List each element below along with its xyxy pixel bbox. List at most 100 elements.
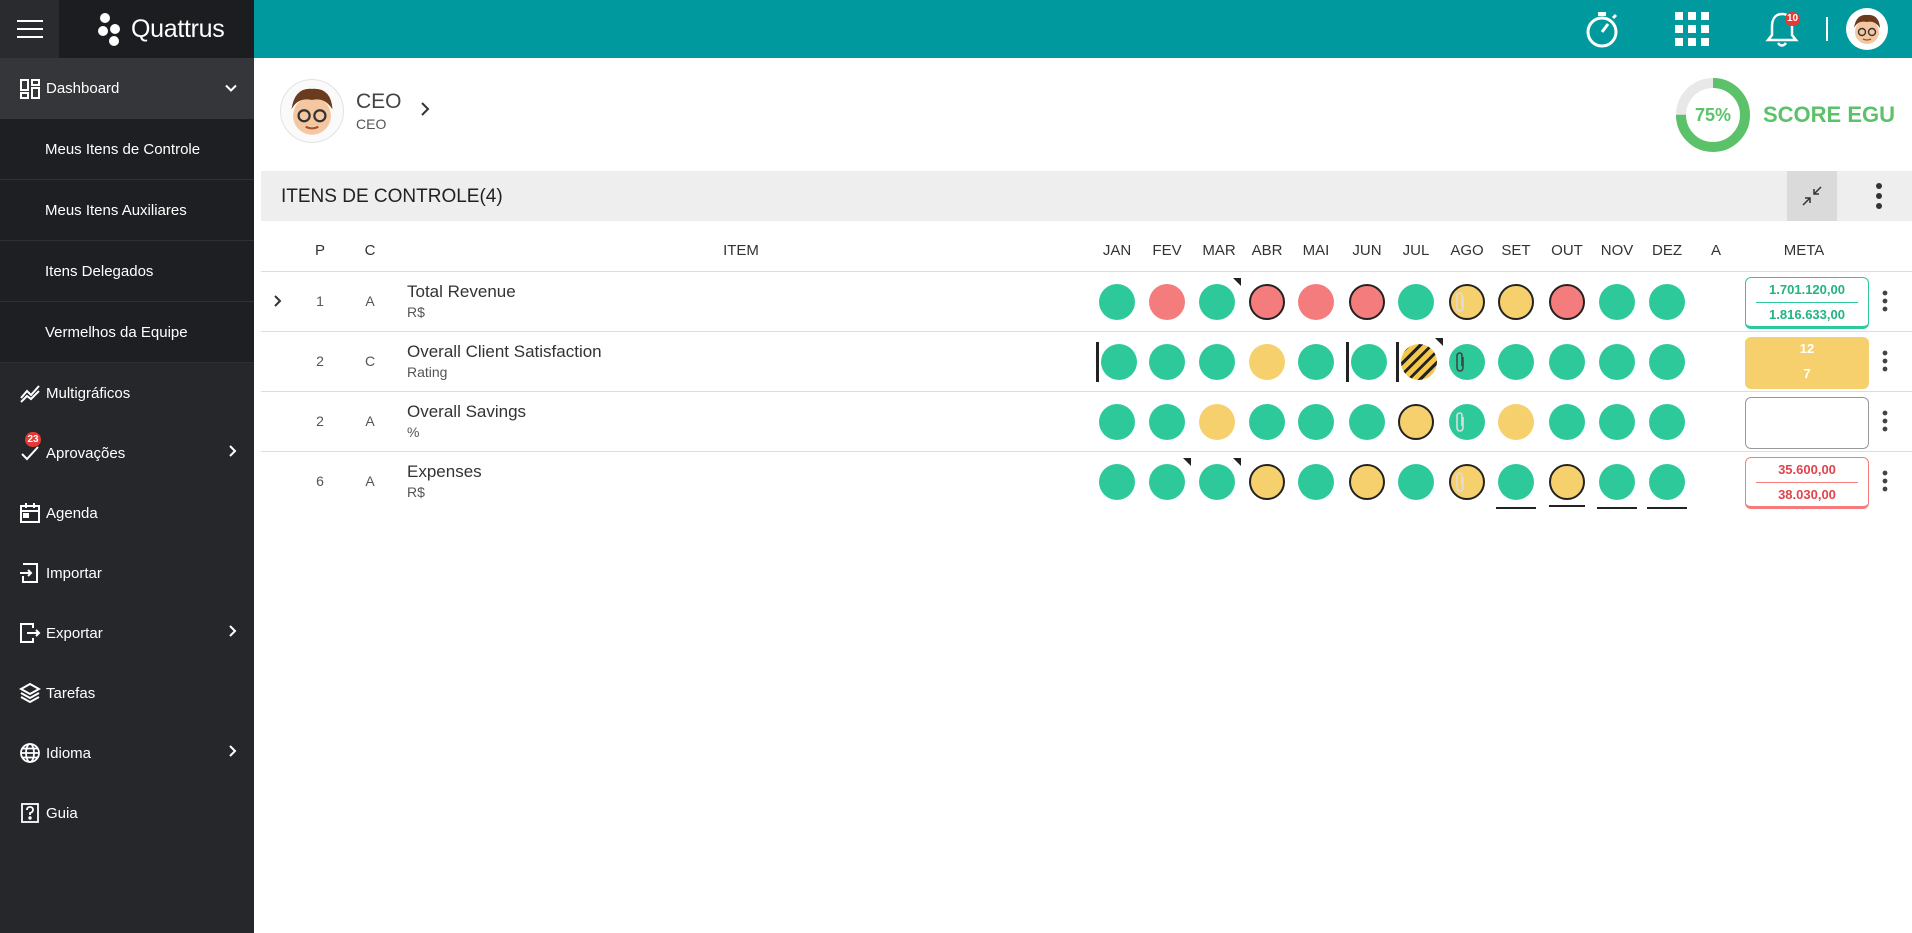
status-dot-jul[interactable] (1396, 338, 1443, 382)
status-dot-jul[interactable] (1398, 464, 1434, 500)
sidebar-item-guia[interactable]: Guia (0, 783, 254, 843)
sidebar-subitem-vermelhos-da-equipe[interactable]: Vermelhos da Equipe (0, 302, 254, 363)
sidebar-item-importar[interactable]: Importar (0, 543, 254, 603)
status-dot-jul[interactable] (1398, 284, 1434, 320)
item-name[interactable]: Expenses (407, 462, 482, 481)
sidebar-subitem-meus-itens-de-controle[interactable]: Meus Itens de Controle (0, 119, 254, 180)
status-dot-abr[interactable] (1249, 404, 1285, 440)
sidebar-item-idioma[interactable]: Idioma (0, 723, 254, 783)
status-dot-ago[interactable] (1449, 284, 1485, 320)
status-dot-mar[interactable] (1199, 344, 1235, 380)
sidebar-subitem-meus-itens-auxiliares[interactable]: Meus Itens Auxiliares (0, 180, 254, 241)
status-dot-set[interactable] (1498, 404, 1534, 440)
status-dot-mai[interactable] (1298, 344, 1334, 380)
collapse-button[interactable] (1787, 171, 1837, 221)
status-dot-dez[interactable] (1649, 344, 1685, 380)
hamburger-menu-button[interactable] (0, 0, 59, 58)
status-dot-fev[interactable] (1149, 284, 1185, 320)
status-dot-mai[interactable] (1298, 404, 1334, 440)
sidebar-item-aprovacoes[interactable]: 23 Aprovações (0, 423, 254, 483)
layers-icon (18, 681, 42, 705)
row-more-icon[interactable] (1882, 350, 1888, 377)
user-avatar[interactable] (1846, 8, 1888, 50)
status-dot-set[interactable] (1498, 284, 1534, 320)
table-row[interactable]: 1 A Total Revenue R$ 1.701.120,00 1.816.… (261, 272, 1912, 332)
expand-row-icon[interactable] (273, 294, 283, 313)
status-dot-mar[interactable] (1199, 278, 1241, 320)
status-dot-nov[interactable] (1599, 284, 1635, 320)
sidebar-item-exportar[interactable]: Exportar (0, 603, 254, 663)
sidebar-item-label: Dashboard (46, 80, 120, 97)
apps-grid-icon (1675, 12, 1709, 46)
status-dot-abr[interactable] (1249, 344, 1285, 380)
row-more-icon[interactable] (1882, 410, 1888, 437)
item-name[interactable]: Total Revenue (407, 282, 516, 301)
status-dot-jan[interactable] (1099, 464, 1135, 500)
status-dot-nov[interactable] (1599, 344, 1635, 380)
status-dot-mai[interactable] (1298, 464, 1334, 500)
status-dot-jun[interactable] (1349, 404, 1385, 440)
status-dot-jan[interactable] (1096, 342, 1137, 382)
status-dot-fev[interactable] (1149, 404, 1185, 440)
status-dot-mar[interactable] (1199, 404, 1235, 440)
row-more-icon[interactable] (1882, 290, 1888, 317)
status-dot-ago[interactable] (1449, 344, 1485, 380)
status-dot-dez[interactable] (1649, 404, 1685, 440)
status-dot-nov[interactable] (1599, 404, 1635, 440)
timer-button[interactable] (1572, 0, 1632, 58)
meta-box[interactable]: 1.701.120,00 1.816.633,00 (1745, 277, 1869, 329)
status-dot-set[interactable] (1498, 344, 1534, 380)
status-dot-jun[interactable] (1349, 284, 1385, 320)
item-unit: % (407, 424, 420, 440)
status-dot-mar[interactable] (1199, 458, 1241, 500)
paperclip-icon[interactable] (1454, 291, 1466, 318)
sidebar-item-multigraficos[interactable]: Multigráficos (0, 363, 254, 423)
approval-icon (18, 441, 42, 465)
status-dot-abr[interactable] (1249, 464, 1285, 500)
status-dot-out[interactable] (1549, 404, 1585, 440)
apps-button[interactable] (1662, 0, 1722, 58)
row-priority: 6 (316, 473, 324, 489)
status-dot-jan[interactable] (1099, 284, 1135, 320)
status-dot-out[interactable] (1549, 284, 1585, 320)
status-dot-dez[interactable] (1647, 464, 1687, 509)
control-items-section-header: ITENS DE CONTROLE(4) (261, 171, 1912, 221)
meta-box[interactable]: 12 7 (1745, 337, 1869, 389)
status-dot-jun[interactable] (1349, 464, 1385, 500)
meta-box[interactable]: 35.600,00 38.030,00 (1745, 457, 1869, 509)
status-dot-ago[interactable] (1449, 464, 1485, 500)
sidebar-item-tarefas[interactable]: Tarefas (0, 663, 254, 723)
meta-box[interactable] (1745, 397, 1869, 449)
profile-avatar[interactable] (280, 79, 344, 143)
app-logo[interactable]: Quattrus (59, 0, 254, 58)
section-more-button[interactable] (1861, 171, 1897, 221)
item-name[interactable]: Overall Savings (407, 402, 527, 421)
status-dot-dez[interactable] (1649, 284, 1685, 320)
status-dot-fev[interactable] (1149, 458, 1191, 500)
status-dot-ago[interactable] (1449, 404, 1485, 440)
sidebar-item-dashboard[interactable]: Dashboard (0, 58, 254, 119)
paperclip-icon[interactable] (1454, 471, 1466, 498)
status-dot-jul[interactable] (1398, 404, 1434, 440)
status-dot-out[interactable] (1549, 344, 1585, 380)
row-more-icon[interactable] (1882, 470, 1888, 497)
status-dot-abr[interactable] (1249, 284, 1285, 320)
paperclip-icon[interactable] (1454, 411, 1466, 438)
item-name[interactable]: Overall Client Satisfaction (407, 342, 602, 361)
status-dot-mai[interactable] (1298, 284, 1334, 320)
status-dot-set[interactable] (1496, 464, 1536, 509)
paperclip-icon[interactable] (1454, 351, 1466, 378)
table-row[interactable]: 2 C Overall Client Satisfaction Rating 1… (261, 332, 1912, 392)
meta-value-bottom: 1.816.633,00 (1769, 307, 1845, 322)
status-dot-jan[interactable] (1099, 404, 1135, 440)
status-dot-nov[interactable] (1597, 464, 1637, 509)
notifications-button[interactable]: 10 (1752, 0, 1812, 58)
sidebar-subitem-itens-delegados[interactable]: Itens Delegados (0, 241, 254, 302)
chevron-right-icon[interactable] (420, 101, 430, 122)
status-dot-jun[interactable] (1346, 342, 1387, 382)
status-dot-fev[interactable] (1149, 344, 1185, 380)
table-row[interactable]: 2 A Overall Savings % (261, 392, 1912, 452)
sidebar-item-agenda[interactable]: Agenda (0, 483, 254, 543)
table-row[interactable]: 6 A Expenses R$ 35.600,00 38.030,00 (261, 452, 1912, 512)
status-dot-out[interactable] (1549, 464, 1585, 507)
